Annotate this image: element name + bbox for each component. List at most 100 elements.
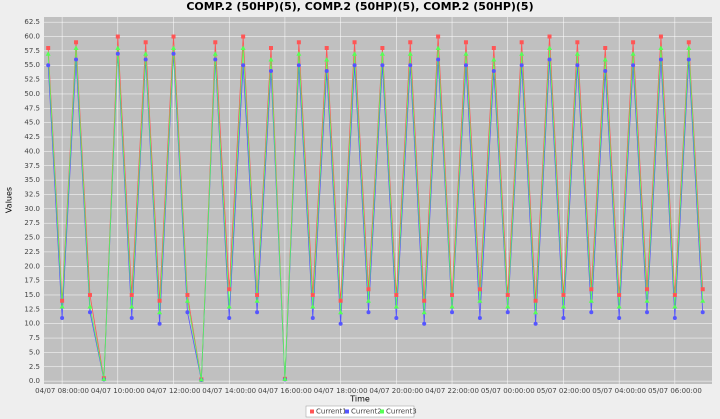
y-tick-label: 47.5 bbox=[24, 104, 40, 112]
point bbox=[645, 310, 650, 315]
point bbox=[46, 46, 51, 51]
y-tick-label: 2.5 bbox=[29, 363, 40, 371]
point bbox=[547, 57, 552, 62]
point bbox=[436, 57, 441, 62]
point bbox=[422, 321, 427, 326]
x-tick-label: 04/07 16:00:00 bbox=[258, 387, 312, 395]
x-tick-label: 05/07 04:00:00 bbox=[592, 387, 646, 395]
point bbox=[449, 303, 455, 309]
point bbox=[631, 63, 636, 68]
point bbox=[143, 40, 148, 45]
chart-title: COMP.2 (50HP)(5), COMP.2 (50HP)(5), COMP… bbox=[186, 0, 533, 13]
point bbox=[282, 376, 288, 381]
point bbox=[547, 45, 553, 51]
point bbox=[212, 51, 218, 56]
y-tick-label: 52.5 bbox=[24, 76, 40, 84]
x-tick-label: 05/07 02:00:00 bbox=[537, 387, 591, 395]
point bbox=[491, 57, 497, 62]
y-tick-label: 55.0 bbox=[24, 61, 40, 69]
point bbox=[700, 298, 706, 303]
y-tick-label: 0.0 bbox=[29, 377, 40, 385]
series-line bbox=[47, 36, 704, 380]
point bbox=[491, 68, 496, 73]
y-tick-label: 32.5 bbox=[24, 190, 40, 198]
point bbox=[672, 292, 677, 297]
point bbox=[589, 310, 594, 315]
legend-label: Current2 bbox=[351, 408, 382, 416]
y-tick-label: 22.5 bbox=[24, 248, 40, 256]
plot-area bbox=[44, 17, 712, 384]
point bbox=[575, 63, 580, 68]
point bbox=[171, 34, 176, 39]
series-line bbox=[47, 47, 704, 380]
point bbox=[589, 287, 594, 292]
y-tick-label: 5.0 bbox=[29, 348, 40, 356]
legend-label: Current1 bbox=[316, 408, 347, 416]
legend-swatch bbox=[345, 409, 349, 414]
point bbox=[213, 40, 218, 45]
x-tick-label: 04/07 14:00:00 bbox=[202, 387, 256, 395]
series-line bbox=[47, 53, 704, 381]
point bbox=[59, 303, 65, 309]
y-tick-label: 57.5 bbox=[24, 47, 40, 55]
point bbox=[658, 34, 663, 39]
x-tick-label: 04/07 18:00:00 bbox=[314, 387, 368, 395]
point bbox=[60, 298, 65, 303]
point bbox=[73, 45, 79, 51]
y-tick-label: 42.5 bbox=[24, 133, 40, 141]
point bbox=[338, 298, 343, 303]
point bbox=[185, 292, 190, 297]
point bbox=[617, 292, 622, 297]
y-tick-label: 35.0 bbox=[24, 176, 40, 184]
point bbox=[644, 298, 650, 303]
point bbox=[561, 292, 566, 297]
point bbox=[213, 57, 218, 62]
point bbox=[129, 315, 134, 320]
point bbox=[115, 34, 120, 39]
point bbox=[87, 310, 92, 315]
legend-swatch bbox=[310, 409, 314, 414]
point bbox=[631, 40, 636, 45]
point bbox=[407, 51, 413, 56]
point bbox=[46, 63, 51, 68]
point bbox=[324, 46, 329, 51]
point bbox=[184, 298, 190, 303]
point bbox=[574, 51, 580, 56]
x-tick-label: 05/07 00:00:00 bbox=[481, 387, 535, 395]
y-tick-label: 62.5 bbox=[24, 18, 40, 26]
point bbox=[310, 315, 315, 320]
point bbox=[226, 303, 232, 309]
x-tick-label: 04/07 20:00:00 bbox=[369, 387, 423, 395]
x-tick-label: 04/07 12:00:00 bbox=[147, 387, 201, 395]
y-tick-label: 27.5 bbox=[24, 219, 40, 227]
legend-swatch bbox=[380, 409, 384, 414]
point bbox=[324, 68, 329, 73]
point bbox=[310, 292, 315, 297]
y-tick-label: 45.0 bbox=[24, 119, 40, 127]
point bbox=[324, 57, 330, 62]
point bbox=[143, 51, 149, 56]
point bbox=[338, 321, 343, 326]
point bbox=[505, 292, 510, 297]
point bbox=[101, 376, 107, 381]
x-tick-label: 04/07 10:00:00 bbox=[91, 387, 145, 395]
y-tick-label: 20.0 bbox=[24, 262, 40, 270]
point bbox=[129, 303, 135, 309]
y-tick-label: 25.0 bbox=[24, 234, 40, 242]
point bbox=[700, 287, 705, 292]
point bbox=[477, 315, 482, 320]
x-tick-label: 05/07 06:00:00 bbox=[648, 387, 702, 395]
point bbox=[380, 63, 385, 68]
point bbox=[477, 287, 482, 292]
point bbox=[547, 34, 552, 39]
point bbox=[241, 34, 246, 39]
point bbox=[268, 57, 274, 62]
point bbox=[575, 40, 580, 45]
point bbox=[365, 298, 371, 303]
point bbox=[296, 40, 301, 45]
point bbox=[560, 303, 566, 309]
point bbox=[227, 315, 232, 320]
point bbox=[352, 51, 358, 56]
legend-label: Current3 bbox=[386, 408, 417, 416]
point bbox=[171, 51, 176, 56]
